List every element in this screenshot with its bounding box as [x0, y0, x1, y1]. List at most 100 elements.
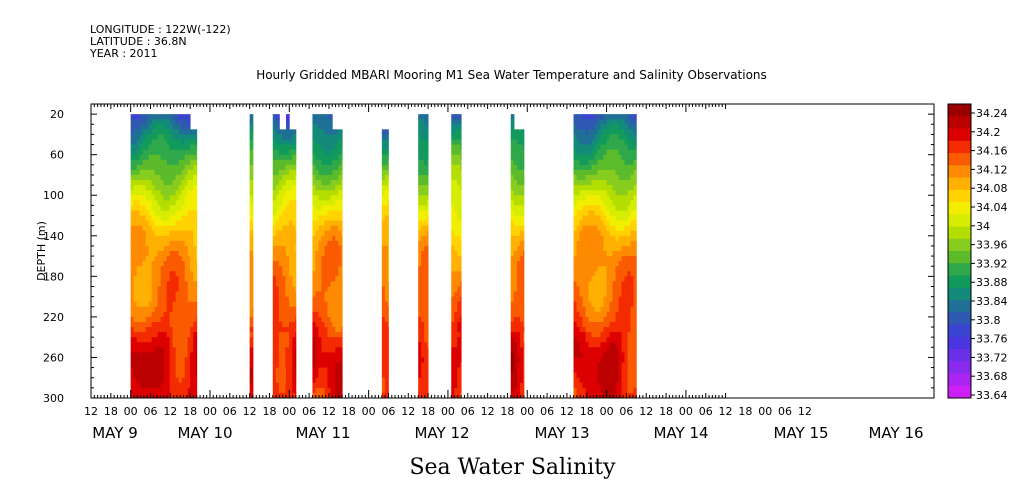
data-cell-block-8: [341, 327, 343, 333]
data-cell-block-0: [148, 291, 153, 298]
data-cell-block-0: [130, 180, 135, 186]
data-cell-block-6: [289, 134, 293, 140]
data-cell-block-0: [181, 174, 186, 181]
data-cell-block-0: [172, 342, 177, 348]
data-cell-block-0: [142, 316, 147, 323]
data-cell-block-13: [514, 230, 518, 237]
data-cell-block-13: [523, 382, 525, 389]
data-cell-block-14: [618, 119, 622, 125]
data-cell-block-7: [318, 281, 322, 287]
data-cell-block-10: [421, 195, 425, 201]
data-cell-block-14: [585, 154, 589, 161]
data-cell-block-11: [460, 372, 462, 379]
data-cell-block-14: [627, 240, 631, 247]
data-cell-block-1: [190, 392, 194, 399]
data-cell-block-6: [295, 180, 297, 186]
data-cell-block-0: [166, 306, 171, 313]
data-cell-block-3: [272, 276, 277, 282]
data-cell-block-4: [285, 240, 287, 247]
data-cell-block-14: [603, 286, 607, 292]
data-cell-block-3: [272, 225, 277, 232]
data-cell-block-8: [341, 230, 343, 237]
data-cell-block-0: [142, 251, 147, 257]
data-cell-block-0: [178, 195, 183, 201]
data-cell-block-0: [166, 195, 171, 201]
data-cell-block-8: [335, 342, 339, 348]
data-cell-block-13: [523, 327, 525, 333]
data-cell-block-14: [573, 296, 577, 303]
data-cell-block-11: [451, 372, 455, 379]
data-cell-block-0: [184, 195, 189, 201]
data-cell-block-14: [576, 154, 580, 161]
data-cell-block-0: [160, 387, 165, 394]
data-cell-block-13: [514, 245, 518, 252]
data-cell-block-14: [597, 195, 601, 201]
data-cell-block-6: [295, 291, 297, 298]
data-cell-block-14: [585, 261, 589, 267]
data-cell-block-0: [181, 286, 186, 292]
data-cell-block-0: [178, 372, 183, 379]
data-cell-block-0: [178, 332, 183, 338]
data-cell-block-11: [457, 367, 461, 374]
data-cell-block-14: [588, 306, 592, 313]
data-cell-block-8: [338, 139, 342, 145]
data-cell-block-14: [600, 134, 604, 140]
data-cell-block-13: [520, 169, 524, 176]
data-cell-block-0: [166, 114, 171, 120]
data-cell-block-3: [278, 291, 280, 298]
data-cell-block-1: [196, 276, 198, 282]
data-cell-block-7: [315, 190, 319, 196]
data-cell-block-14: [615, 210, 619, 216]
data-cell-block-7: [321, 200, 325, 206]
data-cell-block-0: [130, 316, 135, 323]
data-cell-block-1: [190, 225, 194, 232]
data-cell-block-0: [154, 185, 159, 191]
data-cell-block-0: [148, 301, 153, 308]
data-cell-block-0: [142, 281, 147, 287]
data-cell-block-6: [295, 245, 297, 252]
data-cell-block-14: [612, 240, 616, 247]
data-cell-block-14: [594, 352, 598, 358]
data-cell-block-10: [427, 286, 429, 292]
data-cell-block-14: [573, 332, 577, 338]
data-cell-block-7: [324, 291, 328, 298]
data-cell-block-14: [579, 266, 583, 272]
data-cell-block-14: [591, 190, 595, 196]
data-cell-block-6: [289, 332, 293, 338]
data-cell-block-4: [279, 362, 283, 368]
data-cell-block-0: [160, 114, 165, 120]
data-cell-block-14: [585, 129, 589, 135]
data-cell-block-14: [630, 149, 634, 156]
data-cell-block-2: [249, 205, 254, 211]
data-cell-block-10: [421, 154, 425, 161]
data-cell-block-0: [181, 190, 186, 196]
data-cell-block-0: [187, 392, 191, 399]
data-cell-block-3: [272, 124, 277, 130]
data-cell-block-11: [457, 296, 461, 303]
data-cell-block-7: [327, 367, 331, 374]
data-cell-block-1: [196, 271, 198, 277]
data-cell-block-10: [427, 220, 429, 227]
data-cell-block-0: [184, 174, 189, 181]
data-cell-block-0: [166, 352, 171, 358]
data-cell-block-11: [454, 200, 458, 206]
data-cell-block-8: [338, 245, 342, 252]
data-cell-block-10: [427, 306, 429, 313]
data-cell-block-3: [278, 311, 280, 318]
data-cell-block-14: [612, 286, 616, 292]
data-cell-block-7: [321, 332, 325, 338]
data-cell-block-8: [332, 291, 336, 298]
data-cell-block-7: [312, 149, 316, 156]
data-cell-block-0: [154, 286, 159, 292]
data-cell-block-11: [460, 164, 462, 171]
data-cell-block-6: [295, 372, 297, 379]
data-cell-block-7: [330, 332, 333, 338]
data-cell-block-14: [627, 230, 631, 237]
data-cell-block-9: [387, 377, 389, 384]
data-cell-block-14: [630, 185, 634, 191]
data-cell-block-10: [427, 276, 429, 282]
data-cell-block-0: [145, 119, 150, 125]
data-cell-block-11: [457, 362, 461, 368]
data-cell-block-1: [196, 240, 198, 247]
data-cell-block-12: [510, 180, 515, 186]
